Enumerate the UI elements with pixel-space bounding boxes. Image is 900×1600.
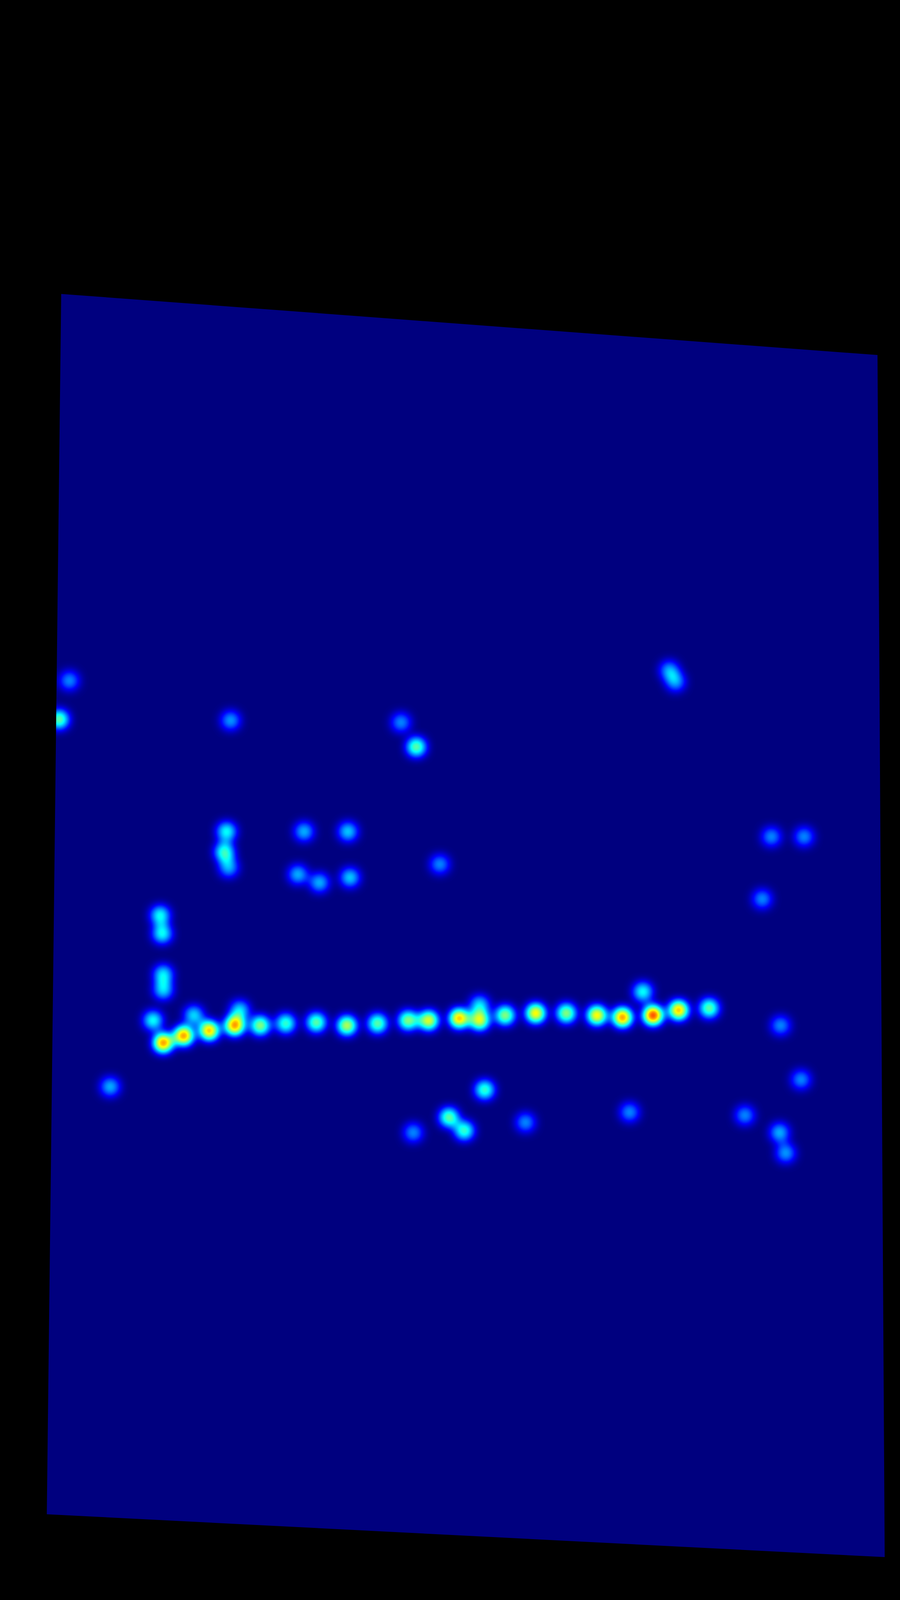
heat-spot bbox=[643, 1006, 663, 1025]
heat-layer bbox=[50, 661, 814, 1163]
heat-spot bbox=[399, 1011, 418, 1030]
heat-spot bbox=[669, 1000, 688, 1020]
heat-spot bbox=[475, 1080, 494, 1100]
heat-spot bbox=[516, 1113, 535, 1132]
heat-spot bbox=[221, 711, 240, 730]
heat-spot bbox=[340, 868, 360, 887]
heat-spot bbox=[60, 671, 79, 690]
heat-spot bbox=[666, 672, 685, 691]
heat-spot bbox=[154, 1033, 173, 1053]
heat-spot bbox=[770, 1123, 789, 1142]
heat-spot bbox=[100, 1077, 120, 1096]
heat-spot bbox=[557, 1004, 576, 1023]
heat-spot bbox=[795, 827, 814, 846]
heat-spot bbox=[174, 1026, 193, 1045]
heat-spot bbox=[700, 999, 719, 1018]
heat-spot bbox=[791, 1070, 810, 1089]
heat-spot bbox=[276, 1014, 295, 1033]
heat-spot bbox=[526, 1004, 545, 1023]
heat-spot bbox=[250, 1016, 270, 1035]
heat-spot bbox=[391, 713, 410, 732]
heat-spot bbox=[470, 995, 489, 1015]
heat-spot bbox=[752, 890, 772, 909]
heat-spot bbox=[495, 1006, 515, 1025]
heat-spot bbox=[620, 1102, 639, 1122]
heat-spot bbox=[455, 1121, 474, 1140]
heat-spot bbox=[184, 1006, 203, 1025]
heat-spot bbox=[200, 1021, 219, 1040]
heatmap-canvas bbox=[0, 0, 900, 1600]
heat-spot bbox=[338, 822, 358, 841]
heat-spot bbox=[152, 924, 172, 943]
heat-spot bbox=[230, 1000, 250, 1020]
heat-spot bbox=[430, 855, 450, 874]
heat-spot bbox=[407, 737, 426, 757]
heat-spot bbox=[288, 865, 308, 884]
heat-spot bbox=[295, 822, 314, 841]
heat-spot bbox=[419, 1011, 438, 1030]
heat-spot bbox=[368, 1014, 387, 1033]
heat-spot bbox=[776, 1143, 795, 1163]
heat-spot bbox=[307, 1013, 326, 1032]
heat-spot bbox=[219, 858, 238, 877]
heat-spot bbox=[50, 710, 69, 729]
heat-spot bbox=[450, 1009, 469, 1028]
heat-spot bbox=[771, 1016, 790, 1035]
heat-spot bbox=[217, 822, 236, 841]
heat-spot bbox=[310, 873, 329, 892]
heat-spot bbox=[337, 1016, 357, 1035]
heat-spot bbox=[215, 842, 234, 862]
heat-spot bbox=[440, 1108, 459, 1127]
heat-spot bbox=[150, 906, 170, 925]
heat-spot bbox=[143, 1011, 163, 1030]
heat-spot bbox=[735, 1106, 755, 1125]
heat-spot bbox=[613, 1008, 632, 1027]
heat-spot bbox=[154, 980, 173, 1000]
heat-spot bbox=[587, 1006, 607, 1025]
heat-spot bbox=[404, 1123, 423, 1142]
plot-area bbox=[50, 661, 814, 1163]
heat-spot bbox=[762, 827, 781, 846]
heat-spot bbox=[633, 982, 653, 1001]
